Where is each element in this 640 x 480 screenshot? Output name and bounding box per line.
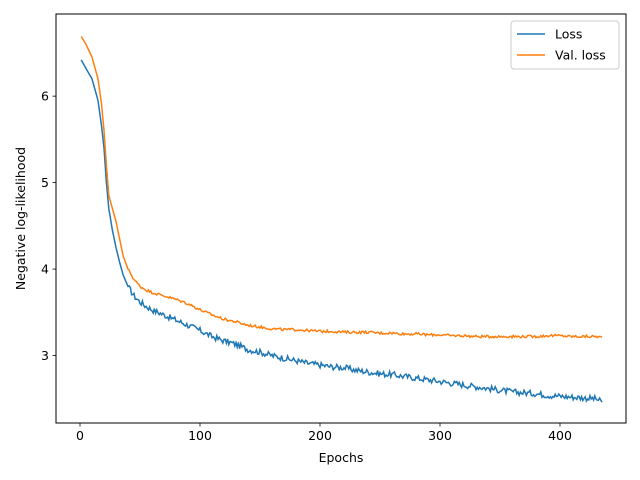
legend-box: [510, 20, 620, 70]
series-line-loss: [80, 59, 603, 403]
x-tick-label: 0: [76, 428, 84, 443]
y-tick-label: 6: [41, 89, 49, 104]
series-line-val-loss: [80, 36, 603, 340]
x-tick-label: 100: [188, 428, 212, 443]
x-tick-label: 200: [308, 428, 332, 443]
y-axis-label: Negative log-likelihood: [13, 147, 28, 290]
legend-entry: Loss: [555, 27, 582, 42]
x-axis-label: Epochs: [319, 450, 364, 465]
x-tick-label: 300: [428, 428, 452, 443]
y-axis-ticks: 3 4 5 6: [41, 89, 56, 363]
legend-entry: Val. loss: [555, 48, 606, 63]
plot-lines: [80, 36, 603, 403]
plot-frame: [55, 13, 627, 424]
x-axis-ticks: 0 100 200 300 400: [76, 423, 572, 443]
legend: Loss Val. loss: [510, 20, 620, 70]
x-tick-label: 400: [548, 428, 572, 443]
y-tick-label: 3: [41, 348, 49, 363]
y-tick-label: 5: [41, 175, 49, 190]
y-tick-label: 4: [41, 262, 49, 277]
